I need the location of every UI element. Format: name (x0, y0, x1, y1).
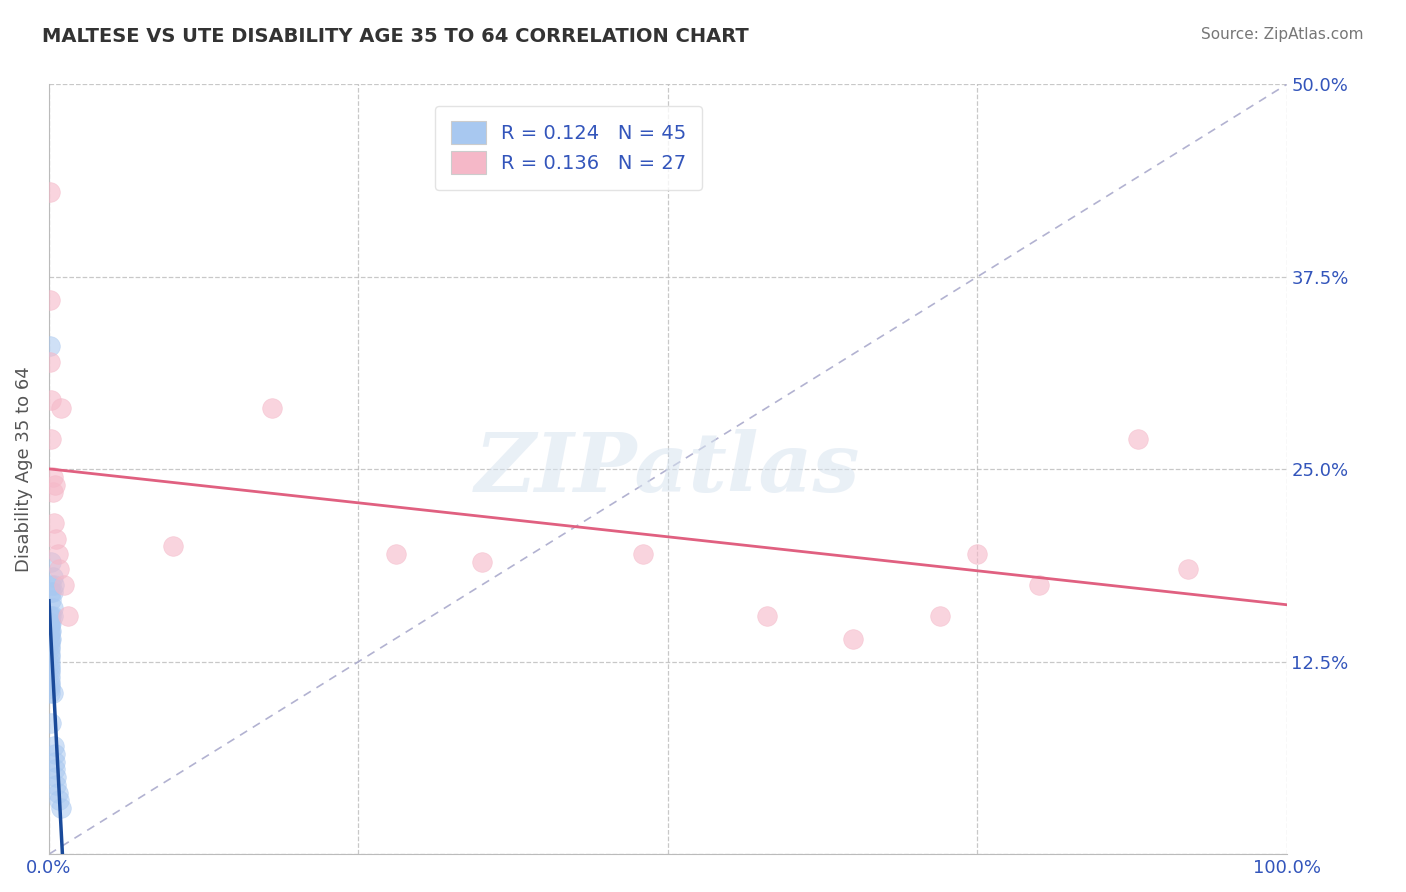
Text: Source: ZipAtlas.com: Source: ZipAtlas.com (1201, 27, 1364, 42)
Point (41, 392, 63, 407)
Point (41, 432, 63, 446)
Point (46, 786, 69, 800)
Point (51, 401, 73, 415)
Point (39, 293, 62, 307)
Point (1028, 578, 1050, 592)
Text: ZIPatlas: ZIPatlas (475, 429, 860, 509)
Point (39, 634, 62, 648)
Point (48, 562, 70, 576)
Point (39, 659, 62, 673)
Point (46, 547, 69, 561)
Point (41, 608, 63, 623)
Point (966, 547, 988, 561)
Point (44, 747, 66, 761)
Point (44, 755, 66, 769)
Point (41, 485, 63, 500)
Y-axis label: Disability Age 35 to 64: Disability Age 35 to 64 (15, 367, 32, 572)
Point (39, 608, 62, 623)
Point (39, 619, 62, 633)
Point (39, 665, 62, 680)
Point (56, 608, 79, 623)
Text: MALTESE VS UTE DISABILITY AGE 35 TO 64 CORRELATION CHART: MALTESE VS UTE DISABILITY AGE 35 TO 64 C… (42, 27, 749, 45)
Point (39, 354, 62, 368)
Point (755, 608, 778, 623)
Point (42, 516, 65, 531)
Point (384, 547, 406, 561)
Point (48, 793, 70, 807)
Point (41, 578, 63, 592)
Point (41, 716, 63, 731)
Point (41, 624, 63, 638)
Point (41, 685, 63, 699)
Point (44, 763, 66, 777)
Point (1177, 562, 1199, 576)
Point (41, 470, 63, 484)
Point (39, 647, 62, 661)
Point (39, 662, 62, 676)
Point (41, 585, 63, 599)
Point (39, 674, 62, 689)
Point (39, 185, 62, 199)
Point (51, 801, 73, 815)
Point (39, 670, 62, 684)
Point (39, 650, 62, 665)
Point (631, 547, 654, 561)
Point (162, 539, 184, 553)
Point (41, 585, 63, 599)
Point (39, 655, 62, 669)
Point (260, 401, 283, 415)
Point (41, 555, 63, 569)
Point (44, 477, 66, 491)
Point (39, 627, 62, 641)
Point (52, 578, 75, 592)
Point (842, 632, 865, 646)
Point (39, 624, 62, 638)
Legend: R = 0.124   N = 45, R = 0.136   N = 27: R = 0.124 N = 45, R = 0.136 N = 27 (436, 106, 702, 189)
Point (42, 578, 65, 592)
Point (39, 678, 62, 692)
Point (39, 616, 62, 631)
Point (45, 778, 67, 792)
Point (39, 640, 62, 654)
Point (39, 681, 62, 695)
Point (41, 570, 63, 584)
Point (41, 632, 63, 646)
Point (42, 739, 65, 754)
Point (1126, 432, 1149, 446)
Point (39, 339, 62, 353)
Point (929, 608, 952, 623)
Point (45, 770, 67, 784)
Point (471, 555, 494, 569)
Point (39, 685, 62, 699)
Point (41, 593, 63, 607)
Point (39, 632, 62, 646)
Point (45, 532, 67, 546)
Point (41, 616, 63, 631)
Point (41, 600, 63, 615)
Point (41, 608, 63, 623)
Point (39, 642, 62, 657)
